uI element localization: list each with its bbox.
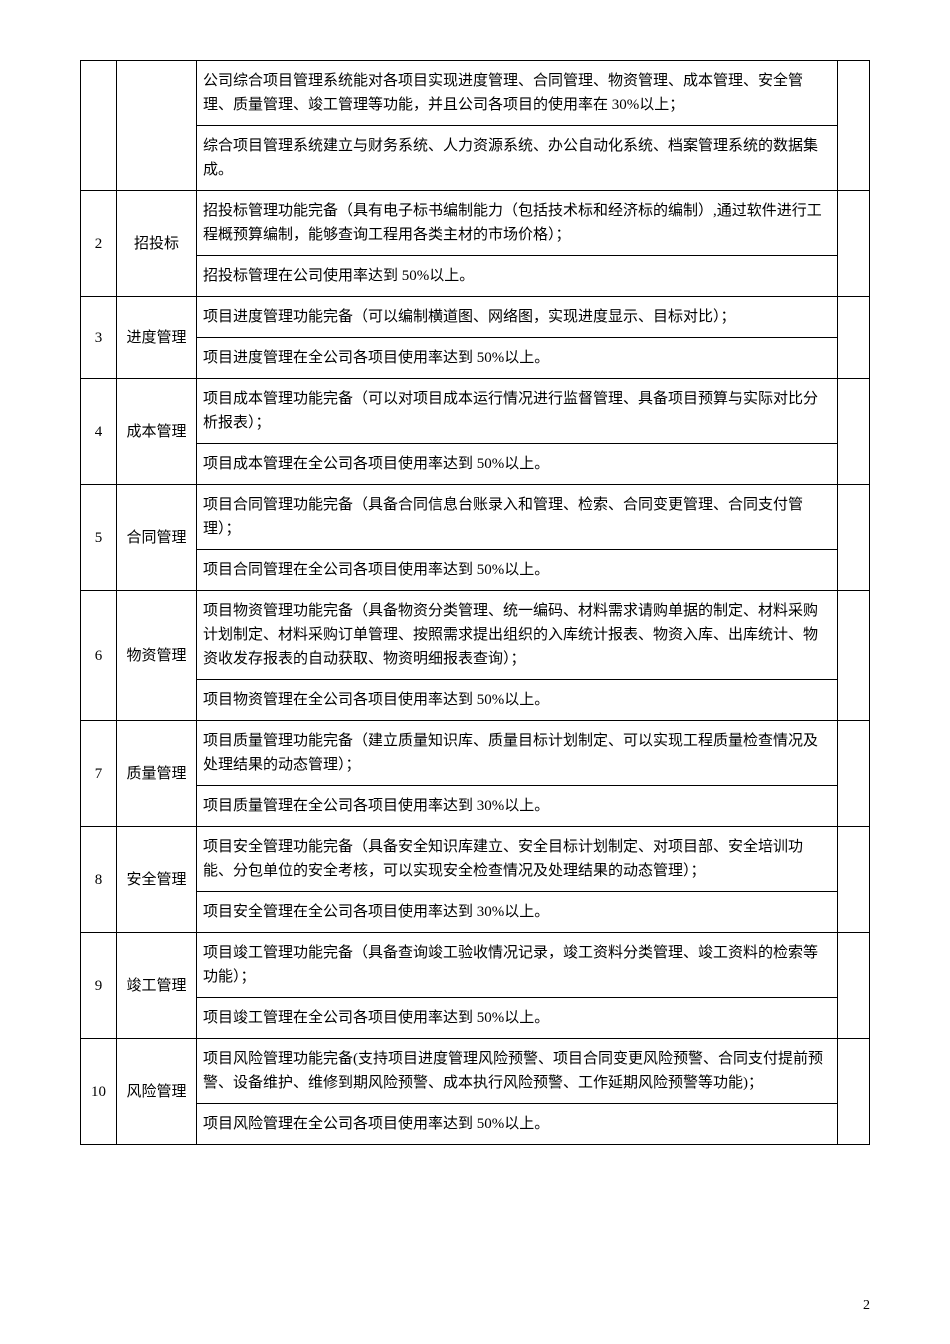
row-description: 项目物资管理在全公司各项目使用率达到 50%以上。: [197, 680, 838, 721]
row-blank: [838, 191, 870, 297]
table-row: 项目风险管理在全公司各项目使用率达到 50%以上。: [81, 1104, 870, 1145]
table-row: 4成本管理项目成本管理功能完备（可以对项目成本运行情况进行监督管理、具备项目预算…: [81, 379, 870, 444]
row-description: 招投标管理在公司使用率达到 50%以上。: [197, 256, 838, 297]
row-description: 项目安全管理功能完备（具备安全知识库建立、安全目标计划制定、对项目部、安全培训功…: [197, 827, 838, 892]
table-row: 2招投标招投标管理功能完备（具有电子标书编制能力（包括技术标和经济标的编制）,通…: [81, 191, 870, 256]
row-description: 项目进度管理在全公司各项目使用率达到 50%以上。: [197, 338, 838, 379]
row-description: 项目竣工管理在全公司各项目使用率达到 50%以上。: [197, 998, 838, 1039]
row-category: 质量管理: [117, 721, 197, 827]
row-number: 10: [81, 1039, 117, 1145]
table-row: 公司综合项目管理系统能对各项目实现进度管理、合同管理、物资管理、成本管理、安全管…: [81, 61, 870, 126]
row-description: 公司综合项目管理系统能对各项目实现进度管理、合同管理、物资管理、成本管理、安全管…: [197, 61, 838, 126]
row-category: 竣工管理: [117, 933, 197, 1039]
table-row: 6物资管理项目物资管理功能完备（具备物资分类管理、统一编码、材料需求请购单据的制…: [81, 591, 870, 680]
row-blank: [838, 1039, 870, 1145]
row-description: 项目竣工管理功能完备（具备查询竣工验收情况记录，竣工资料分类管理、竣工资料的检索…: [197, 933, 838, 998]
row-description: 招投标管理功能完备（具有电子标书编制能力（包括技术标和经济标的编制）,通过软件进…: [197, 191, 838, 256]
row-number: 9: [81, 933, 117, 1039]
table-row: 7质量管理项目质量管理功能完备（建立质量知识库、质量目标计划制定、可以实现工程质…: [81, 721, 870, 786]
row-description: 综合项目管理系统建立与财务系统、人力资源系统、办公自动化系统、档案管理系统的数据…: [197, 126, 838, 191]
table-row: 9竣工管理项目竣工管理功能完备（具备查询竣工验收情况记录，竣工资料分类管理、竣工…: [81, 933, 870, 998]
row-number: [81, 61, 117, 191]
row-description: 项目安全管理在全公司各项目使用率达到 30%以上。: [197, 892, 838, 933]
row-category: [117, 61, 197, 191]
row-category: 进度管理: [117, 297, 197, 379]
row-blank: [838, 297, 870, 379]
row-description: 项目成本管理在全公司各项目使用率达到 50%以上。: [197, 444, 838, 485]
row-description: 项目物资管理功能完备（具备物资分类管理、统一编码、材料需求请购单据的制定、材料采…: [197, 591, 838, 680]
row-description: 项目进度管理功能完备（可以编制横道图、网络图，实现进度显示、目标对比）；: [197, 297, 838, 338]
table-row: 3进度管理项目进度管理功能完备（可以编制横道图、网络图，实现进度显示、目标对比）…: [81, 297, 870, 338]
row-number: 6: [81, 591, 117, 721]
row-number: 2: [81, 191, 117, 297]
table-row: 8安全管理项目安全管理功能完备（具备安全知识库建立、安全目标计划制定、对项目部、…: [81, 827, 870, 892]
row-description: 项目风险管理功能完备(支持项目进度管理风险预警、项目合同变更风险预警、合同支付提…: [197, 1039, 838, 1104]
row-category: 安全管理: [117, 827, 197, 933]
row-category: 招投标: [117, 191, 197, 297]
row-blank: [838, 379, 870, 485]
row-number: 3: [81, 297, 117, 379]
row-description: 项目风险管理在全公司各项目使用率达到 50%以上。: [197, 1104, 838, 1145]
table-row: 项目质量管理在全公司各项目使用率达到 30%以上。: [81, 786, 870, 827]
page-number: 2: [863, 1298, 870, 1314]
table-row: 招投标管理在公司使用率达到 50%以上。: [81, 256, 870, 297]
row-blank: [838, 61, 870, 191]
table-row: 综合项目管理系统建立与财务系统、人力资源系统、办公自动化系统、档案管理系统的数据…: [81, 126, 870, 191]
row-blank: [838, 591, 870, 721]
table-row: 项目成本管理在全公司各项目使用率达到 50%以上。: [81, 444, 870, 485]
row-category: 合同管理: [117, 485, 197, 591]
row-description: 项目质量管理在全公司各项目使用率达到 30%以上。: [197, 786, 838, 827]
row-category: 风险管理: [117, 1039, 197, 1145]
row-number: 4: [81, 379, 117, 485]
row-blank: [838, 485, 870, 591]
row-description: 项目合同管理在全公司各项目使用率达到 50%以上。: [197, 550, 838, 591]
table-row: 10风险管理项目风险管理功能完备(支持项目进度管理风险预警、项目合同变更风险预警…: [81, 1039, 870, 1104]
table-row: 项目进度管理在全公司各项目使用率达到 50%以上。: [81, 338, 870, 379]
table-row: 项目安全管理在全公司各项目使用率达到 30%以上。: [81, 892, 870, 933]
row-blank: [838, 721, 870, 827]
row-description: 项目合同管理功能完备（具备合同信息台账录入和管理、检索、合同变更管理、合同支付管…: [197, 485, 838, 550]
table-row: 项目物资管理在全公司各项目使用率达到 50%以上。: [81, 680, 870, 721]
row-description: 项目质量管理功能完备（建立质量知识库、质量目标计划制定、可以实现工程质量检查情况…: [197, 721, 838, 786]
row-category: 成本管理: [117, 379, 197, 485]
row-description: 项目成本管理功能完备（可以对项目成本运行情况进行监督管理、具备项目预算与实际对比…: [197, 379, 838, 444]
table-row: 项目竣工管理在全公司各项目使用率达到 50%以上。: [81, 998, 870, 1039]
row-number: 7: [81, 721, 117, 827]
row-number: 5: [81, 485, 117, 591]
table-row: 项目合同管理在全公司各项目使用率达到 50%以上。: [81, 550, 870, 591]
evaluation-table: 公司综合项目管理系统能对各项目实现进度管理、合同管理、物资管理、成本管理、安全管…: [80, 60, 870, 1145]
table-row: 5合同管理项目合同管理功能完备（具备合同信息台账录入和管理、检索、合同变更管理、…: [81, 485, 870, 550]
row-number: 8: [81, 827, 117, 933]
row-blank: [838, 827, 870, 933]
row-category: 物资管理: [117, 591, 197, 721]
row-blank: [838, 933, 870, 1039]
